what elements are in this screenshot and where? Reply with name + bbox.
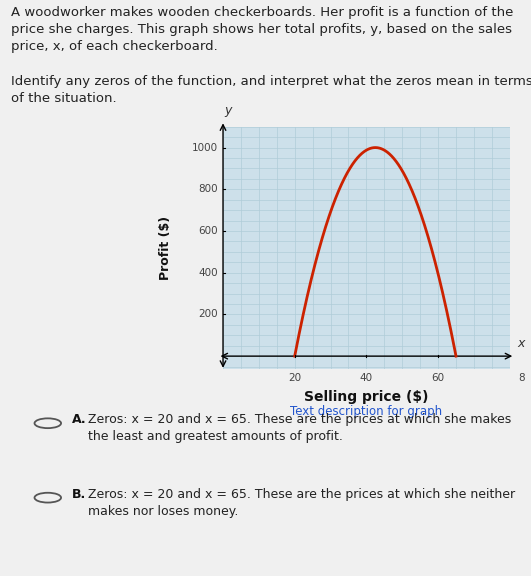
Text: A.: A. bbox=[72, 414, 87, 426]
Text: 200: 200 bbox=[198, 309, 218, 320]
Text: 60: 60 bbox=[432, 373, 444, 383]
Text: 600: 600 bbox=[198, 226, 218, 236]
Text: Text description for graph: Text description for graph bbox=[290, 405, 442, 418]
Text: y: y bbox=[225, 104, 232, 118]
Text: 800: 800 bbox=[198, 184, 218, 194]
Text: Zeros: x = 20 and x = 65. These are the prices at which she neither
makes nor lo: Zeros: x = 20 and x = 65. These are the … bbox=[88, 488, 515, 518]
Text: Zeros: x = 20 and x = 65. These are the prices at which she makes
the least and : Zeros: x = 20 and x = 65. These are the … bbox=[88, 414, 511, 444]
Text: Identify any zeros of the function, and interpret what the zeros mean in terms
o: Identify any zeros of the function, and … bbox=[11, 75, 531, 105]
Text: 400: 400 bbox=[198, 268, 218, 278]
Text: x: x bbox=[517, 337, 524, 350]
Text: B.: B. bbox=[72, 488, 86, 501]
Text: A woodworker makes wooden checkerboards. Her profit is a function of the
price s: A woodworker makes wooden checkerboards.… bbox=[11, 6, 513, 53]
Text: 8: 8 bbox=[519, 373, 525, 383]
Text: 1000: 1000 bbox=[192, 143, 218, 153]
Text: Selling price ($): Selling price ($) bbox=[304, 391, 429, 404]
Text: 40: 40 bbox=[360, 373, 373, 383]
Text: 20: 20 bbox=[288, 373, 301, 383]
Text: Profit ($): Profit ($) bbox=[159, 215, 172, 280]
